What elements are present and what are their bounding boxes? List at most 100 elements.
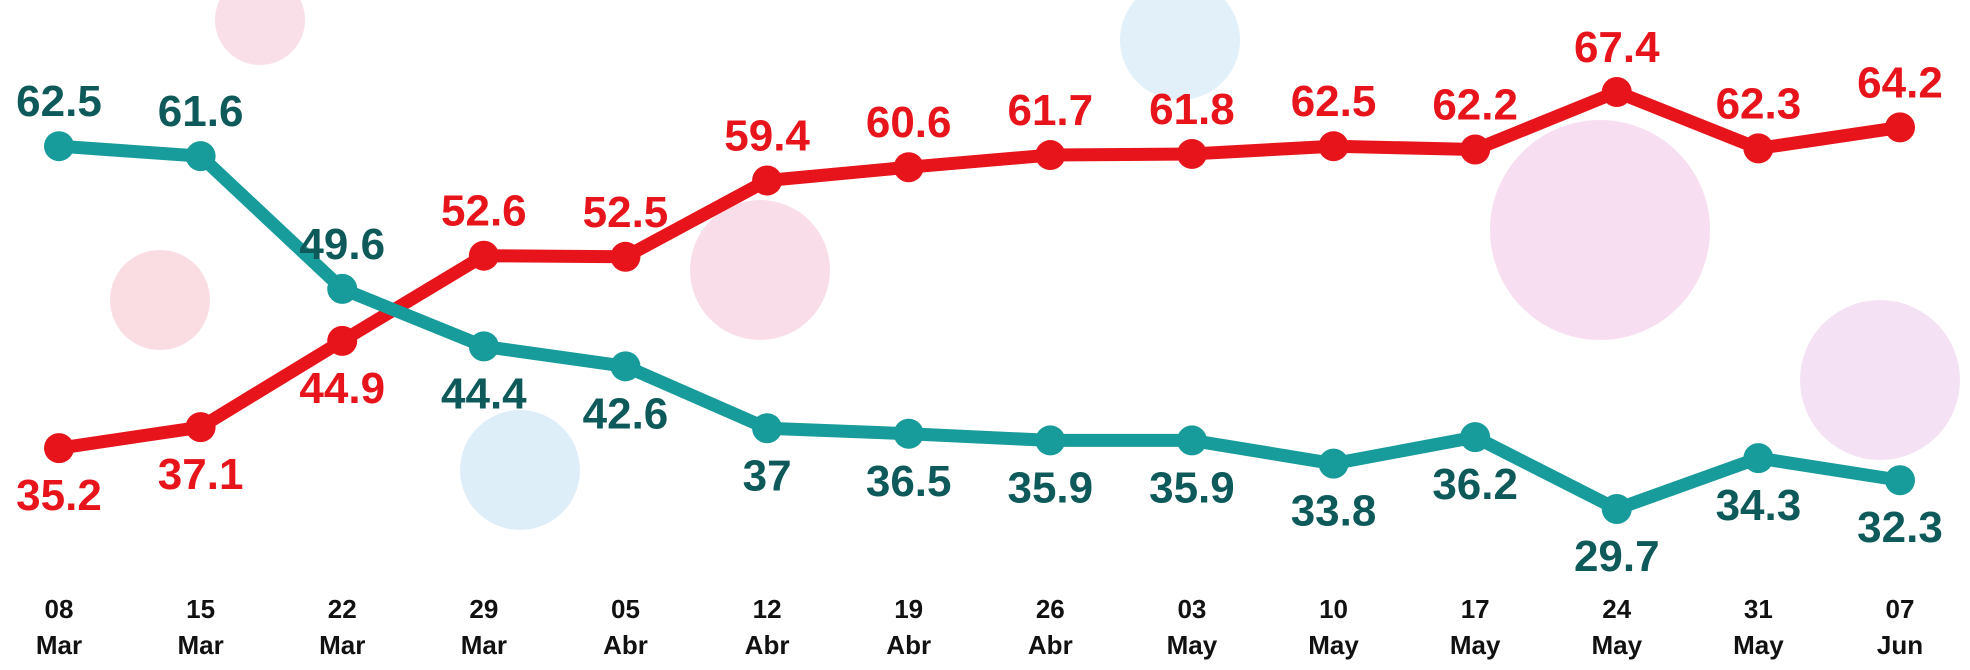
value-label: 52.5 (583, 188, 669, 237)
value-label: 35.9 (1149, 463, 1235, 512)
point (610, 351, 641, 382)
x-tick-label-line: Abr (603, 630, 648, 660)
point (185, 141, 216, 172)
x-tick-label: 08 Mar (36, 594, 82, 660)
point (44, 433, 74, 464)
point (1460, 422, 1491, 453)
x-tick-label-line: 17 (1461, 594, 1490, 624)
background-decoration (110, 0, 1960, 530)
point (185, 412, 216, 443)
value-label: 29.7 (1574, 532, 1660, 581)
point (468, 331, 499, 362)
x-tick-label-line: May (1733, 630, 1784, 660)
value-label: 61.7 (1007, 86, 1093, 135)
value-label: 62.5 (1291, 77, 1377, 126)
x-tick-label-line: 29 (469, 594, 498, 624)
point (44, 131, 74, 162)
x-tick-label-line: 26 (1036, 594, 1065, 624)
series-line (58, 139, 1902, 516)
x-tick-label-line: Mar (36, 630, 82, 660)
x-tick-label: 12 Abr (745, 594, 790, 660)
value-label: 36.5 (866, 457, 952, 506)
point (1601, 494, 1632, 524)
value-label: 32.3 (1857, 503, 1943, 552)
x-tick-label-line: 15 (186, 594, 215, 624)
x-tick-label-line: May (1450, 630, 1501, 660)
point (893, 418, 924, 449)
value-label: 61.8 (1149, 85, 1235, 134)
point (1743, 443, 1774, 474)
point (1743, 133, 1774, 164)
x-tick-label-line: Jun (1877, 630, 1923, 660)
x-tick-label-line: 08 (45, 594, 74, 624)
x-tick-label-line: 24 (1602, 594, 1631, 624)
value-label: 44.9 (299, 364, 385, 413)
x-tick-label-line: May (1591, 630, 1642, 660)
x-tick-label-line: 03 (1177, 594, 1206, 624)
x-tick-label-line: Mar (319, 630, 365, 660)
point (327, 325, 358, 356)
value-label: 60.6 (866, 98, 952, 147)
value-label: 59.4 (724, 111, 810, 160)
point (468, 240, 499, 271)
x-tick-label-line: 31 (1744, 594, 1773, 624)
point (1318, 131, 1349, 162)
point (752, 165, 783, 196)
point (1176, 425, 1207, 456)
x-tick-label: 19 Abr (886, 594, 931, 660)
point (893, 152, 924, 183)
x-tick-label-line: 12 (753, 594, 782, 624)
x-tick-label: 24 May (1591, 594, 1642, 660)
value-label: 37.1 (158, 450, 244, 499)
point (610, 241, 641, 272)
value-label: 62.5 (16, 77, 102, 126)
x-tick-label: 29 Mar (461, 594, 507, 660)
series-line (58, 85, 1901, 455)
x-tick-label-line: 19 (894, 594, 923, 624)
value-label: 62.2 (1432, 81, 1518, 130)
x-tick-label: 22 Mar (319, 594, 365, 660)
x-tick-label-line: Mar (461, 630, 507, 660)
point (1885, 465, 1915, 496)
value-label: 52.6 (441, 187, 527, 236)
value-label: 35.2 (16, 471, 102, 520)
x-tick-label-line: May (1308, 630, 1359, 660)
x-tick-label: 31 May (1733, 594, 1784, 660)
x-tick-label-line: Abr (886, 630, 931, 660)
value-label: 35.9 (1007, 463, 1093, 512)
x-tick-label-line: Abr (1028, 630, 1073, 660)
value-label: 49.6 (299, 220, 385, 269)
x-tick-label: 15 Mar (177, 594, 223, 660)
value-label: 64.2 (1857, 58, 1943, 107)
value-label: 67.4 (1574, 23, 1660, 72)
x-tick-label-line: Abr (745, 630, 790, 660)
point (1460, 134, 1491, 165)
x-tick-label: 26 Abr (1028, 594, 1073, 660)
point (1885, 112, 1915, 143)
x-tick-label-line: Mar (177, 630, 223, 660)
x-tick-label-line: 10 (1319, 594, 1348, 624)
value-label: 37 (743, 451, 792, 500)
value-label: 61.6 (158, 87, 244, 136)
x-tick-label: 05 Abr (603, 594, 648, 660)
value-label: 33.8 (1291, 487, 1377, 536)
x-tick-label: 17 May (1450, 594, 1501, 660)
x-tick-label-line: 07 (1886, 594, 1915, 624)
value-label: 44.4 (441, 369, 527, 418)
point (1035, 425, 1066, 456)
point (1176, 138, 1207, 169)
point (1035, 140, 1066, 171)
x-tick-label: 03 May (1167, 594, 1218, 660)
x-tick-label-line: May (1167, 630, 1218, 660)
x-tick-label-line: 05 (611, 594, 640, 624)
value-label: 34.3 (1716, 481, 1802, 530)
x-tick-label-line: 22 (328, 594, 357, 624)
point (1318, 448, 1349, 479)
point (752, 413, 783, 444)
x-tick-label: 07 Jun (1877, 594, 1923, 660)
x-tick-label: 10 May (1308, 594, 1359, 660)
point (327, 273, 358, 304)
value-label: 62.3 (1716, 79, 1802, 128)
